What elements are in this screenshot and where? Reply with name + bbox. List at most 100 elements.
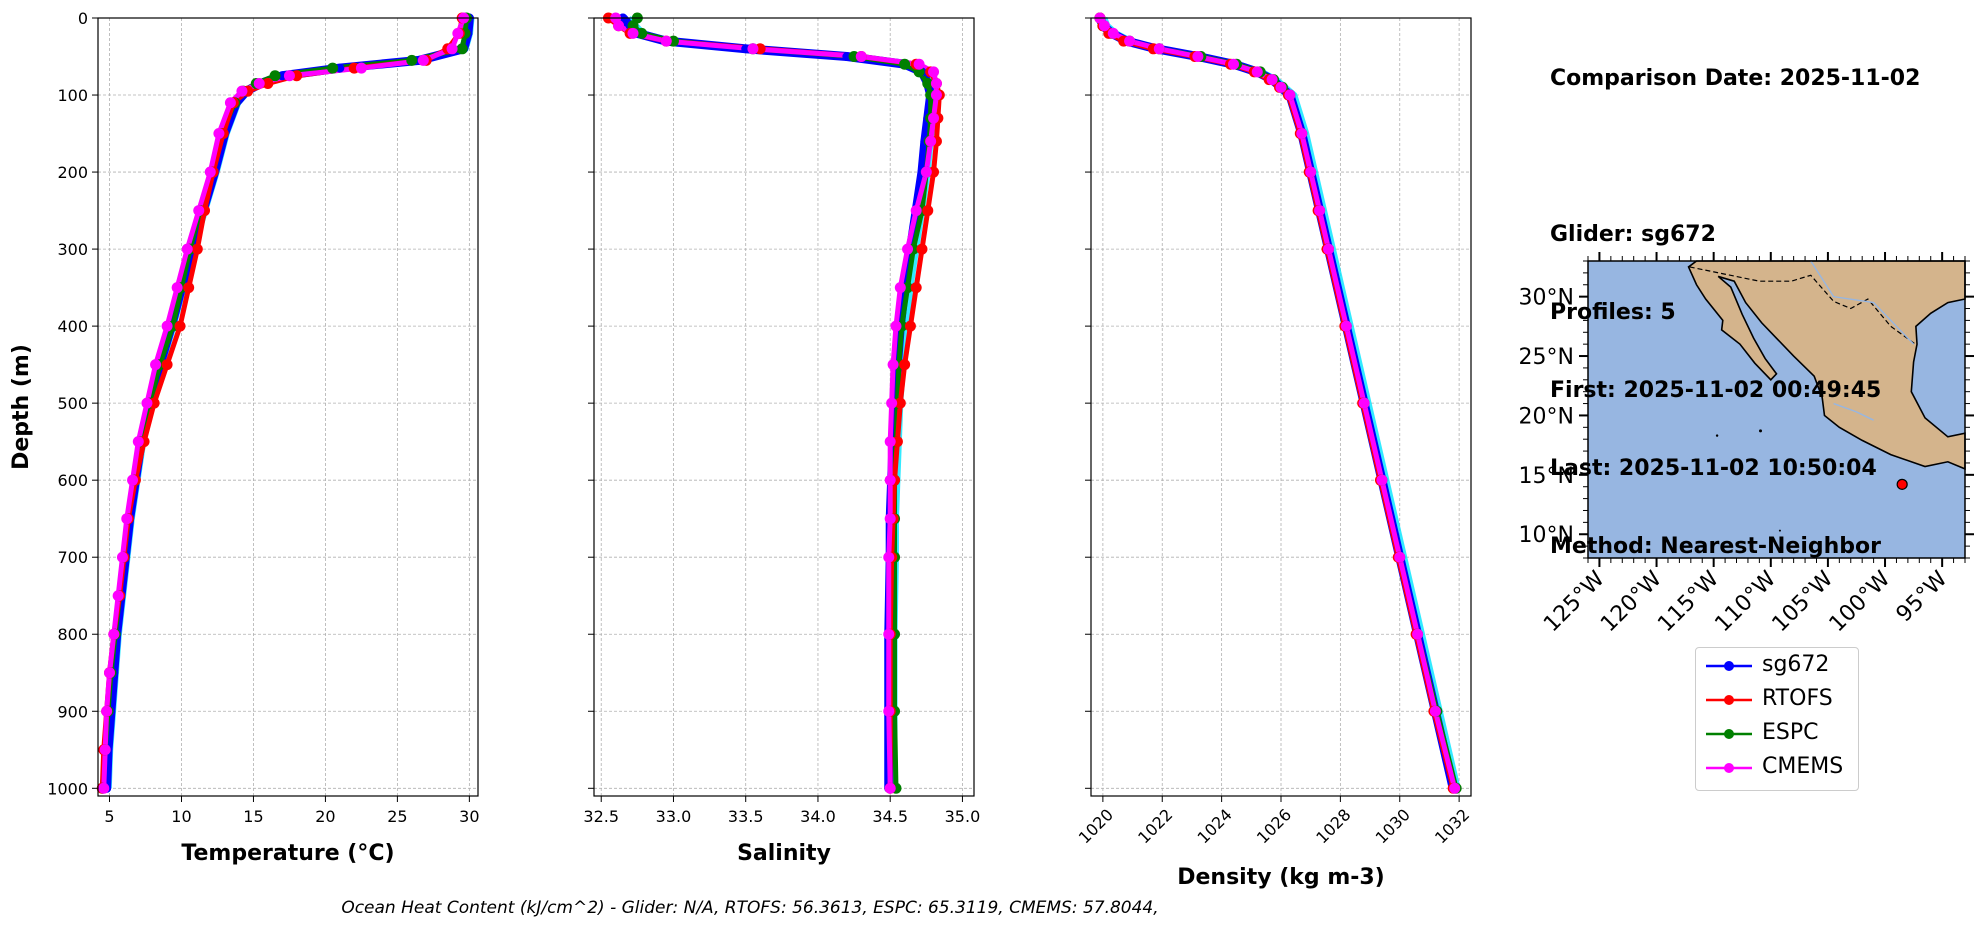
legend-entry-espc: ESPC bbox=[1704, 716, 1854, 750]
data-point-cmems bbox=[116, 551, 128, 563]
data-point-rtofs bbox=[183, 282, 195, 294]
data-point-cmems bbox=[1340, 320, 1352, 332]
data-point-cmems bbox=[452, 27, 464, 39]
data-point-cmems bbox=[884, 436, 896, 448]
data-point-cmems bbox=[894, 282, 906, 294]
data-point-cmems bbox=[920, 166, 932, 178]
plot-frame bbox=[593, 17, 975, 797]
series-line-cmems bbox=[613, 15, 939, 791]
data-point-cmems bbox=[181, 243, 193, 255]
river bbox=[1833, 402, 1874, 421]
data-point-cmems bbox=[913, 58, 925, 70]
data-point-cmems bbox=[1275, 81, 1287, 93]
y-tick-label: 800 bbox=[57, 625, 88, 644]
data-point-cmems bbox=[446, 43, 458, 55]
y-tick-label: 0 bbox=[78, 9, 88, 28]
island bbox=[1778, 529, 1781, 532]
plot-frame bbox=[97, 17, 479, 797]
data-point-cmems bbox=[855, 51, 867, 63]
data-point-cmems bbox=[213, 128, 225, 140]
x-tick-label: 33.0 bbox=[656, 807, 692, 826]
data-point-cmems bbox=[99, 744, 111, 756]
data-point-cmems bbox=[883, 705, 895, 717]
last-time: Last: 2025-11-02 10:50:04 bbox=[1550, 456, 1877, 481]
data-point-cmems bbox=[253, 77, 265, 89]
x-tick-label: 1032 bbox=[1431, 805, 1473, 847]
y-tick-label: 900 bbox=[57, 702, 88, 721]
info-panel: Comparison Date: 2025-11-02 Glider: sg67… bbox=[1550, 14, 1920, 586]
data-point-cmems bbox=[236, 85, 248, 97]
data-point-cmems bbox=[1412, 628, 1424, 640]
legend-entry-sg672: sg672 bbox=[1704, 648, 1854, 682]
data-point-rtofs bbox=[904, 320, 916, 332]
data-point-rtofs bbox=[910, 282, 922, 294]
data-point-cmems bbox=[1251, 66, 1263, 78]
latitude-label: 25°N bbox=[1519, 345, 1574, 370]
method: Method: Nearest-Neighbor bbox=[1550, 534, 1881, 559]
data-point-cmems bbox=[884, 782, 896, 794]
data-point-cmems bbox=[660, 35, 672, 47]
x-axis-label: Salinity bbox=[737, 841, 831, 866]
x-axis-label: Temperature (°C) bbox=[181, 841, 394, 866]
map-frame bbox=[1587, 260, 1966, 559]
x-tick-label: 15 bbox=[243, 807, 263, 826]
data-point-cmems bbox=[883, 628, 895, 640]
data-point-cmems bbox=[1314, 205, 1326, 217]
latitude-label: 15°N bbox=[1519, 464, 1574, 489]
x-tick-label: 35.0 bbox=[945, 807, 981, 826]
data-point-cmems bbox=[613, 20, 625, 32]
data-point-cmems bbox=[112, 590, 124, 602]
data-point-cmems bbox=[132, 436, 144, 448]
data-point-cmems bbox=[1153, 43, 1165, 55]
data-point-cmems bbox=[883, 551, 895, 563]
data-point-cmems bbox=[355, 62, 367, 74]
data-point-cmems bbox=[930, 89, 942, 101]
latitude-label: 20°N bbox=[1519, 404, 1574, 429]
data-point-espc bbox=[456, 43, 468, 55]
data-point-cmems bbox=[98, 782, 110, 794]
data-point-rtofs bbox=[161, 359, 173, 371]
profile-count: Profiles: 5 bbox=[1550, 300, 1676, 325]
y-tick-label: 100 bbox=[57, 86, 88, 105]
x-tick-label: 30 bbox=[459, 807, 479, 826]
x-tick-label: 20 bbox=[315, 807, 335, 826]
legend-label: CMEMS bbox=[1762, 754, 1844, 779]
x-tick-label: 33.5 bbox=[728, 807, 764, 826]
y-tick-label: 500 bbox=[57, 394, 88, 413]
x-tick-label: 1022 bbox=[1134, 805, 1176, 847]
data-point-cmems bbox=[161, 320, 173, 332]
data-point-cmems bbox=[928, 112, 940, 124]
data-point-cmems bbox=[204, 166, 216, 178]
x-tick-label: 1028 bbox=[1312, 805, 1354, 847]
x-tick-label: 5 bbox=[104, 807, 114, 826]
x-axis-label: Density (kg m-3) bbox=[1177, 865, 1385, 890]
data-point-cmems bbox=[417, 54, 429, 66]
data-point-cmems bbox=[141, 397, 153, 409]
river bbox=[1810, 260, 1915, 345]
country-border bbox=[1689, 266, 1918, 346]
ohc-footer: Ocean Heat Content (kJ/cm^2) - Glider: N… bbox=[341, 898, 1159, 918]
chart-panel-0: 5 10 15 20 25 3001002003004005006007008009001… bbox=[9, 9, 480, 866]
data-point-espc bbox=[269, 70, 281, 82]
data-point-cmems bbox=[1107, 27, 1119, 39]
data-point-rtofs bbox=[899, 359, 911, 371]
x-tick-label: 1026 bbox=[1253, 805, 1295, 847]
data-point-cmems bbox=[902, 243, 914, 255]
y-axis-label: Depth (m) bbox=[9, 344, 34, 470]
data-point-cmems bbox=[224, 97, 236, 109]
data-point-cmems bbox=[627, 27, 639, 39]
data-point-cmems bbox=[193, 205, 205, 217]
data-point-cmems bbox=[1323, 243, 1334, 255]
x-tick-label: 34.5 bbox=[872, 807, 908, 826]
legend-entry-cmems: CMEMS bbox=[1704, 750, 1854, 784]
data-point-cmems bbox=[1394, 551, 1406, 563]
first-time: First: 2025-11-02 00:49:45 bbox=[1550, 378, 1882, 403]
data-point-espc bbox=[922, 77, 934, 89]
x-tick-label: 1024 bbox=[1194, 805, 1236, 847]
data-point-espc bbox=[406, 54, 418, 66]
series-line-cmems bbox=[1097, 15, 1458, 791]
chart-panel-2: 1020 1022 1024 1026 1028 1030 1032 Density (kg … bbox=[1075, 12, 1473, 890]
data-point-cmems bbox=[150, 359, 162, 371]
data-point-cmems bbox=[1376, 474, 1388, 486]
